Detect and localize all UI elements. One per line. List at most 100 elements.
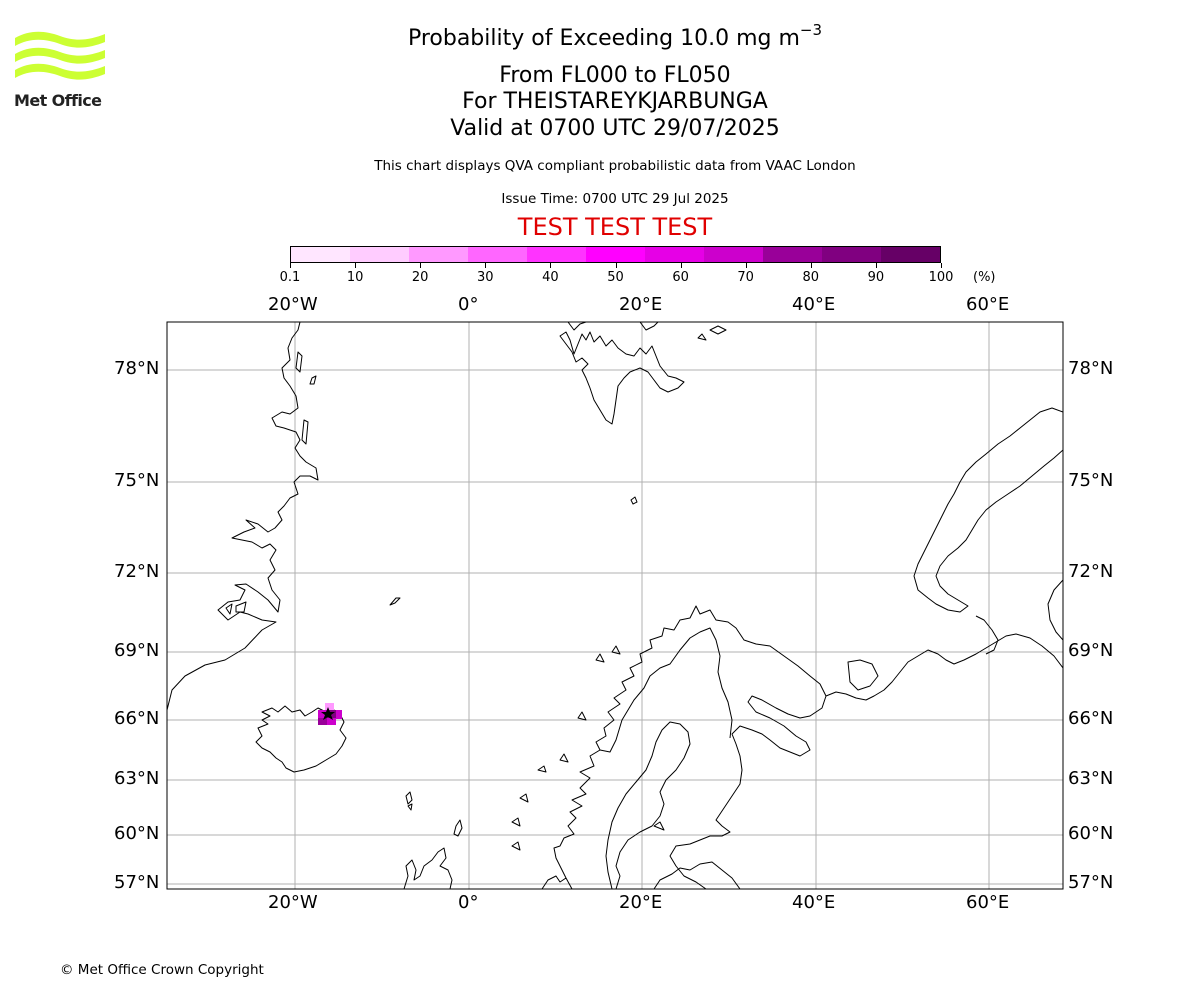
- lat-label-left: 60°N: [114, 823, 160, 844]
- map-content: [167, 322, 1063, 889]
- lat-label-left: 75°N: [114, 470, 160, 491]
- coastlines: [167, 322, 1063, 889]
- ash-cell: [318, 710, 327, 719]
- lon-label-bottom: 0°: [458, 892, 479, 913]
- colorbar-tick: [420, 263, 422, 268]
- colorbar-tick-label: 50: [607, 270, 624, 285]
- lat-label-left: 72°N: [114, 561, 160, 582]
- test-banner: TEST TEST TEST: [517, 213, 713, 241]
- norway-small-islands: [511, 645, 665, 851]
- kola-peninsula-coast: [825, 633, 1063, 701]
- lat-label-right: 57°N: [1068, 872, 1114, 893]
- colorbar-tick-label: 70: [737, 270, 754, 285]
- colorbar-tick: [355, 263, 357, 268]
- colorbar-segment: [468, 247, 527, 262]
- colorbar-tick-label: 20: [411, 270, 429, 285]
- colorbar-tick-label: 0.1: [279, 270, 301, 285]
- logo-text: Met Office: [14, 91, 102, 110]
- colorbar-segment: [763, 247, 822, 262]
- novaya-zemlya-coast: [913, 407, 1063, 613]
- volcano-star-icon: [321, 707, 335, 720]
- greenland-coast: [167, 322, 319, 711]
- lat-label-left: 69°N: [114, 640, 160, 661]
- lon-label-bottom: 20°W: [268, 892, 318, 913]
- colorbar-tick-label: 10: [346, 270, 364, 285]
- russia-arctic-coast: [975, 579, 1063, 655]
- colorbar-segment: [527, 247, 586, 262]
- colorbar-segment: [586, 247, 645, 262]
- copyright-notice: © Met Office Crown Copyright: [60, 962, 264, 978]
- ash-cell: [318, 718, 327, 725]
- colorbar-segment: [409, 247, 468, 262]
- ash-cell: [327, 718, 336, 725]
- colorbar-tick-label: 90: [867, 270, 885, 285]
- map-border: [166, 321, 1064, 890]
- colorbar-segment: [645, 247, 704, 262]
- colorbar-tick: [745, 263, 747, 268]
- colorbar-segment: [291, 247, 350, 262]
- colorbar-tick-label: 30: [477, 270, 494, 285]
- lat-label-right: 63°N: [1068, 768, 1114, 789]
- greenland-islands: [225, 351, 317, 615]
- colorbar-tick: [810, 263, 812, 268]
- ash-cell: [336, 710, 342, 719]
- colorbar-tick-label: 100: [928, 270, 954, 285]
- lon-label-top: 0°: [458, 294, 479, 315]
- issue-time: Issue Time: 0700 UTC 29 Jul 2025: [501, 191, 729, 207]
- nordaustlandet-coast: [567, 322, 727, 341]
- colorbar-tick: [485, 263, 487, 268]
- norway-sweden-border: [599, 627, 733, 753]
- faroe-islands-coast: [405, 791, 413, 811]
- lon-label-bottom: 20°E: [619, 892, 663, 913]
- colorbar-tick: [550, 263, 552, 268]
- chart-title-text: Probability of Exceeding 10.0 mg m: [407, 26, 800, 51]
- lon-label-top: 20°E: [619, 294, 663, 315]
- colorbar-tick-label: 60: [672, 270, 689, 285]
- finland-coast: [653, 861, 741, 889]
- lon-label-top: 40°E: [792, 294, 836, 315]
- ash-probability-region: [318, 703, 342, 725]
- gridlines: [167, 322, 1063, 889]
- flight-level-range: From FL000 to FL050: [499, 63, 731, 88]
- lat-label-right: 75°N: [1068, 470, 1114, 491]
- lat-label-left: 66°N: [114, 708, 160, 729]
- bear-island-coast: [630, 496, 638, 505]
- probability-colorbar: [290, 246, 941, 263]
- gulf-of-bothnia-coast: [605, 721, 691, 889]
- colorbar-segment: [881, 247, 940, 262]
- colorbar-tick: [875, 263, 877, 268]
- chart-title: Probability of Exceeding 10.0 mg m−3: [0, 21, 1200, 51]
- lon-label-top: 20°W: [268, 294, 318, 315]
- lat-label-left: 63°N: [114, 768, 160, 789]
- colorbar-unit: (%): [973, 270, 996, 285]
- colorbar-tick-label: 80: [802, 270, 820, 285]
- lat-label-left: 57°N: [114, 872, 160, 893]
- valid-time: Valid at 0700 UTC 29/07/2025: [450, 116, 780, 141]
- svalbard-coast: [559, 331, 685, 425]
- colorbar-tick: [680, 263, 682, 268]
- colorbar-tick-label: 40: [542, 270, 559, 285]
- scandinavia-coast: [541, 605, 827, 889]
- volcano-name: For THEISTAREYKJARBUNGA: [462, 89, 768, 114]
- jan-mayen-coast: [389, 597, 401, 606]
- lat-label-right: 60°N: [1068, 823, 1114, 844]
- lat-label-left: 78°N: [114, 358, 160, 379]
- colorbar-segment: [822, 247, 881, 262]
- lat-label-right: 69°N: [1068, 640, 1114, 661]
- white-sea-coast: [847, 659, 879, 691]
- lon-label-bottom: 40°E: [792, 892, 836, 913]
- colorbar-tick: [941, 263, 942, 268]
- chart-title-superscript: −3: [799, 21, 823, 39]
- chart-description: This chart displays QVA compliant probab…: [374, 158, 856, 174]
- scotland-coast: [403, 847, 453, 889]
- lat-label-right: 78°N: [1068, 358, 1114, 379]
- shetland-coast: [453, 819, 463, 837]
- ash-cell: [325, 703, 334, 712]
- lat-label-right: 72°N: [1068, 561, 1114, 582]
- colorbar-tick: [290, 263, 291, 268]
- iceland-coast: [255, 705, 347, 773]
- colorbar-tick: [615, 263, 617, 268]
- met-office-logo-icon: [15, 31, 105, 80]
- lon-label-top: 60°E: [966, 294, 1010, 315]
